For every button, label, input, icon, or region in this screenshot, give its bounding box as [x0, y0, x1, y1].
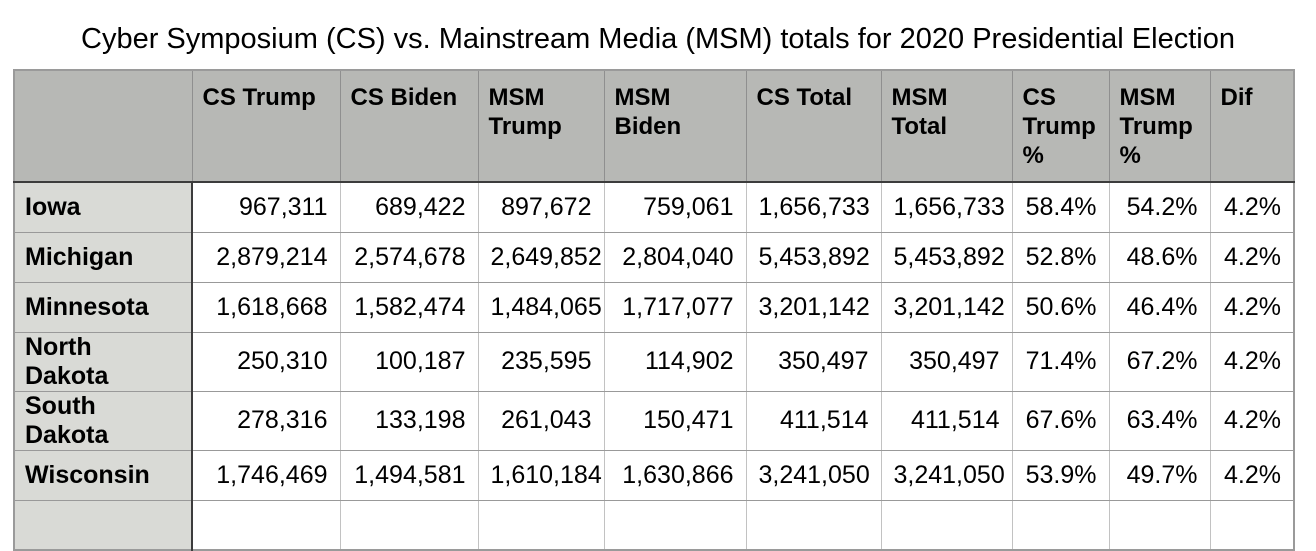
value-cell: 3,201,142	[745, 281, 882, 333]
value-cell: 53.9%	[1011, 449, 1110, 501]
value-cell: 67.2%	[1108, 331, 1211, 392]
value-cell: 350,497	[880, 331, 1013, 392]
election-totals-table: CS Trump CS Biden MSM Trump MSM Biden CS…	[13, 69, 1295, 551]
value-cell: 67.6%	[1011, 390, 1110, 451]
header-cell-cs-total: CS Total	[745, 69, 882, 183]
header-cell-msm-trump: MSM Trump	[477, 69, 605, 183]
value-cell: 350,497	[745, 331, 882, 392]
state-cell: Wisconsin	[13, 449, 193, 501]
header-cell-cs-biden: CS Biden	[339, 69, 479, 183]
value-cell: 133,198	[339, 390, 479, 451]
state-cell: South Dakota	[13, 390, 193, 451]
value-cell: 3,241,050	[880, 449, 1013, 501]
state-cell: Minnesota	[13, 281, 193, 333]
value-cell-empty	[1108, 499, 1211, 551]
value-cell: 49.7%	[1108, 449, 1211, 501]
table-row-wisconsin: Wisconsin 1,746,469 1,494,581 1,610,184 …	[13, 449, 1295, 501]
header-cell-dif: Dif	[1209, 69, 1295, 183]
value-cell-empty	[603, 499, 747, 551]
table-row-michigan: Michigan 2,879,214 2,574,678 2,649,852 2…	[13, 231, 1295, 283]
state-cell: Michigan	[13, 231, 193, 283]
value-cell: 759,061	[603, 181, 747, 233]
table-row-iowa: Iowa 967,311 689,422 897,672 759,061 1,6…	[13, 181, 1295, 233]
value-cell: 114,902	[603, 331, 747, 392]
header-cell-state	[13, 69, 193, 183]
value-cell: 3,201,142	[880, 281, 1013, 333]
value-cell: 5,453,892	[745, 231, 882, 283]
value-cell: 58.4%	[1011, 181, 1110, 233]
value-cell: 689,422	[339, 181, 479, 233]
value-cell-empty	[880, 499, 1013, 551]
value-cell: 5,453,892	[880, 231, 1013, 283]
page-title: Cyber Symposium (CS) vs. Mainstream Medi…	[81, 23, 1235, 55]
value-cell: 63.4%	[1108, 390, 1211, 451]
value-cell: 897,672	[477, 181, 605, 233]
value-cell: 1,746,469	[191, 449, 341, 501]
value-cell: 100,187	[339, 331, 479, 392]
header-cell-cs-trump: CS Trump	[191, 69, 341, 183]
value-cell: 1,717,077	[603, 281, 747, 333]
value-cell: 1,618,668	[191, 281, 341, 333]
value-cell: 4.2%	[1209, 231, 1295, 283]
value-cell: 411,514	[880, 390, 1013, 451]
value-cell: 1,582,474	[339, 281, 479, 333]
value-cell: 3,241,050	[745, 449, 882, 501]
value-cell-empty	[1209, 499, 1295, 551]
value-cell: 150,471	[603, 390, 747, 451]
value-cell: 967,311	[191, 181, 341, 233]
value-cell: 4.2%	[1209, 331, 1295, 392]
value-cell: 4.2%	[1209, 449, 1295, 501]
value-cell: 278,316	[191, 390, 341, 451]
value-cell: 4.2%	[1209, 390, 1295, 451]
value-cell: 71.4%	[1011, 331, 1110, 392]
value-cell: 1,494,581	[339, 449, 479, 501]
state-cell: North Dakota	[13, 331, 193, 392]
header-cell-msm-total: MSM Total	[880, 69, 1013, 183]
value-cell-empty	[191, 499, 341, 551]
table-row-empty-partial	[13, 499, 1295, 551]
table-row-south-dakota: South Dakota 278,316 133,198 261,043 150…	[13, 390, 1295, 451]
value-cell: 235,595	[477, 331, 605, 392]
page: Cyber Symposium (CS) vs. Mainstream Medi…	[0, 23, 1316, 551]
value-cell: 2,574,678	[339, 231, 479, 283]
value-cell-empty	[477, 499, 605, 551]
value-cell: 2,649,852	[477, 231, 605, 283]
value-cell: 52.8%	[1011, 231, 1110, 283]
value-cell: 4.2%	[1209, 181, 1295, 233]
state-cell-empty	[13, 499, 193, 551]
value-cell: 2,804,040	[603, 231, 747, 283]
value-cell: 1,610,184	[477, 449, 605, 501]
state-cell: Iowa	[13, 181, 193, 233]
value-cell: 1,656,733	[745, 181, 882, 233]
value-cell: 2,879,214	[191, 231, 341, 283]
value-cell: 1,484,065	[477, 281, 605, 333]
value-cell-empty	[1011, 499, 1110, 551]
value-cell: 1,656,733	[880, 181, 1013, 233]
value-cell-empty	[745, 499, 882, 551]
value-cell: 50.6%	[1011, 281, 1110, 333]
value-cell: 250,310	[191, 331, 341, 392]
value-cell: 46.4%	[1108, 281, 1211, 333]
value-cell-empty	[339, 499, 479, 551]
value-cell: 54.2%	[1108, 181, 1211, 233]
table-row-north-dakota: North Dakota 250,310 100,187 235,595 114…	[13, 331, 1295, 392]
value-cell: 1,630,866	[603, 449, 747, 501]
value-cell: 48.6%	[1108, 231, 1211, 283]
value-cell: 411,514	[745, 390, 882, 451]
header-row: CS Trump CS Biden MSM Trump MSM Biden CS…	[13, 69, 1295, 183]
header-cell-cs-trump-pct: CS Trump %	[1011, 69, 1110, 183]
table-row-minnesota: Minnesota 1,618,668 1,582,474 1,484,065 …	[13, 281, 1295, 333]
header-cell-msm-trump-pct: MSM Trump %	[1108, 69, 1211, 183]
value-cell: 261,043	[477, 390, 605, 451]
header-cell-msm-biden: MSM Biden	[603, 69, 747, 183]
value-cell: 4.2%	[1209, 281, 1295, 333]
